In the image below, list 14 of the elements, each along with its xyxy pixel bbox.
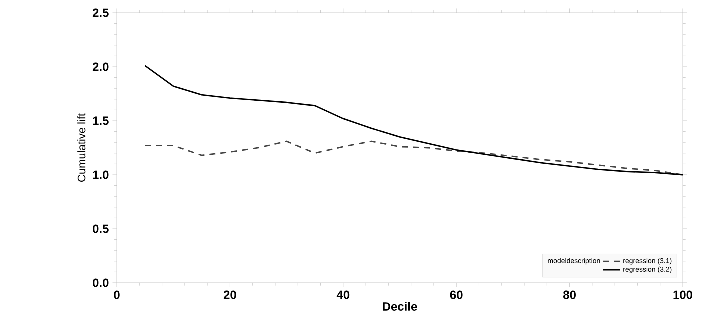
y-tick-label: 0.0: [93, 278, 109, 288]
y-tick-label: 1.5: [93, 116, 109, 126]
x-tick-label: 20: [224, 290, 236, 300]
x-axis-title: Decile: [383, 302, 418, 311]
x-tick-label: 0: [114, 290, 120, 300]
y-tick-label: 1.0: [93, 170, 109, 180]
y-tick-label: 2.5: [92, 8, 109, 18]
x-tick-label: 100: [674, 290, 693, 300]
y-tick-label: 0.5: [93, 224, 109, 234]
x-tick-label: 40: [336, 290, 350, 300]
x-tick-label: 60: [450, 290, 463, 300]
y-axis-title: Cumulative lift: [78, 114, 86, 182]
x-tick-label: 80: [564, 290, 576, 300]
y-tick-label: 2.0: [92, 62, 109, 72]
